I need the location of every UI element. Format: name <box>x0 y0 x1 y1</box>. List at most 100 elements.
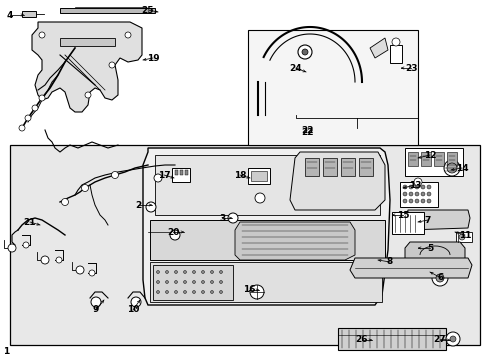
Text: 10: 10 <box>126 306 139 315</box>
Circle shape <box>111 171 118 179</box>
Circle shape <box>165 270 168 274</box>
Circle shape <box>435 274 443 282</box>
Circle shape <box>41 256 49 264</box>
Circle shape <box>414 185 418 189</box>
Circle shape <box>170 230 180 240</box>
Text: 25: 25 <box>142 5 154 14</box>
Polygon shape <box>150 220 384 260</box>
Text: 23: 23 <box>404 63 416 72</box>
Circle shape <box>156 291 159 293</box>
Text: 26: 26 <box>355 336 367 345</box>
Circle shape <box>165 280 168 284</box>
Polygon shape <box>404 242 464 268</box>
Circle shape <box>192 291 195 293</box>
Circle shape <box>408 185 412 189</box>
Bar <box>404 148 462 176</box>
Text: 6: 6 <box>437 274 443 283</box>
Circle shape <box>201 291 204 293</box>
Text: 3: 3 <box>219 213 224 222</box>
Circle shape <box>426 199 430 203</box>
Circle shape <box>414 199 418 203</box>
Circle shape <box>408 199 412 203</box>
Circle shape <box>219 270 222 274</box>
Bar <box>399 182 437 207</box>
Circle shape <box>414 192 418 196</box>
Polygon shape <box>369 38 387 58</box>
Text: 17: 17 <box>157 171 170 180</box>
Circle shape <box>19 125 25 131</box>
Text: 16: 16 <box>242 285 255 294</box>
Bar <box>250 171 266 181</box>
Bar <box>172 168 190 182</box>
Text: 19: 19 <box>146 54 159 63</box>
Circle shape <box>201 270 204 274</box>
Bar <box>433 152 443 166</box>
Circle shape <box>219 280 222 284</box>
Bar <box>305 158 318 176</box>
Bar <box>175 170 178 175</box>
Circle shape <box>249 285 264 299</box>
Circle shape <box>91 297 101 307</box>
Circle shape <box>23 242 29 248</box>
Circle shape <box>174 280 177 284</box>
Polygon shape <box>142 148 389 305</box>
Circle shape <box>146 202 156 212</box>
Text: 22: 22 <box>301 127 314 136</box>
Text: 18: 18 <box>233 171 246 180</box>
Bar <box>150 262 381 302</box>
Circle shape <box>183 291 186 293</box>
Circle shape <box>426 185 430 189</box>
Text: 8: 8 <box>386 257 392 266</box>
Circle shape <box>210 280 213 284</box>
Text: 27: 27 <box>433 336 446 345</box>
Circle shape <box>156 270 159 274</box>
Bar <box>407 152 417 166</box>
Circle shape <box>402 185 406 189</box>
Circle shape <box>192 280 195 284</box>
Circle shape <box>8 244 16 252</box>
Circle shape <box>85 92 91 98</box>
Circle shape <box>39 95 45 101</box>
Text: 7: 7 <box>424 216 430 225</box>
Circle shape <box>131 297 141 307</box>
Text: 21: 21 <box>24 217 36 226</box>
Bar <box>358 158 372 176</box>
Circle shape <box>413 178 421 186</box>
Bar <box>389 45 401 63</box>
Polygon shape <box>349 258 471 278</box>
Circle shape <box>192 270 195 274</box>
Polygon shape <box>235 222 354 260</box>
Circle shape <box>443 160 459 176</box>
Circle shape <box>420 185 424 189</box>
Circle shape <box>297 45 311 59</box>
Circle shape <box>227 213 238 223</box>
Bar <box>391 212 423 234</box>
Bar <box>247 30 417 145</box>
Polygon shape <box>289 152 384 210</box>
Circle shape <box>210 291 213 293</box>
Circle shape <box>76 266 84 274</box>
Circle shape <box>39 32 45 38</box>
Bar <box>337 328 445 350</box>
Circle shape <box>56 257 62 263</box>
Circle shape <box>183 270 186 274</box>
Circle shape <box>154 174 162 182</box>
Circle shape <box>183 280 186 284</box>
Bar <box>247 168 269 184</box>
Bar <box>455 232 471 242</box>
Bar <box>184 170 187 175</box>
Circle shape <box>109 62 115 68</box>
Text: 9: 9 <box>93 306 99 315</box>
Text: 22: 22 <box>301 126 314 135</box>
Circle shape <box>81 185 88 192</box>
Circle shape <box>125 32 131 38</box>
Circle shape <box>458 234 464 240</box>
Circle shape <box>431 270 447 286</box>
Circle shape <box>89 270 95 276</box>
Circle shape <box>446 163 456 173</box>
Text: 11: 11 <box>458 230 470 239</box>
Circle shape <box>210 270 213 274</box>
Text: 5: 5 <box>426 243 432 252</box>
Circle shape <box>32 105 38 111</box>
Circle shape <box>449 336 455 342</box>
